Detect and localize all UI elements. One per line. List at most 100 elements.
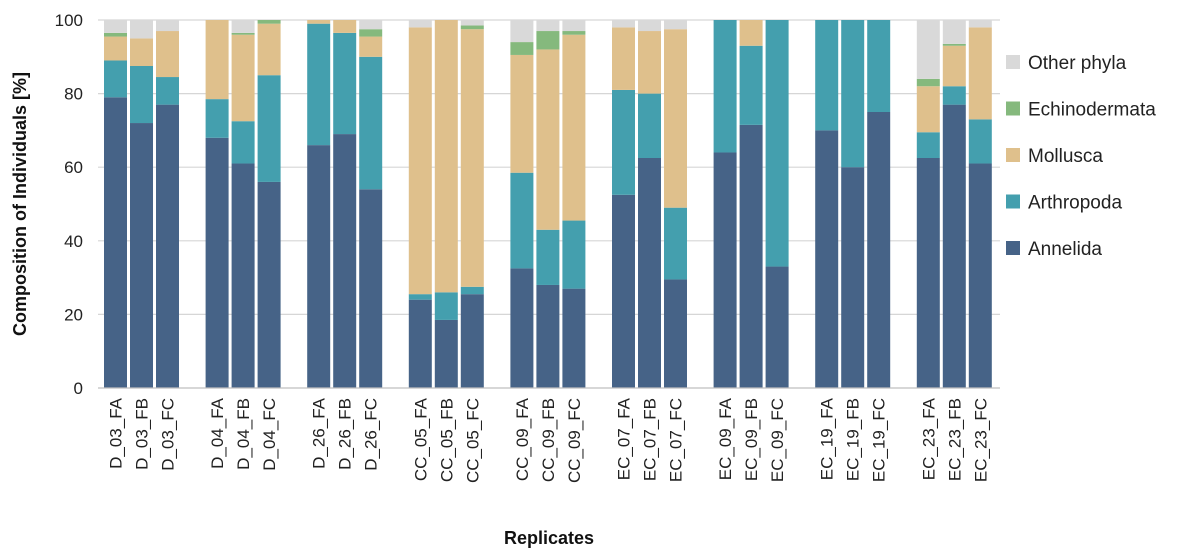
bar-ec-23-fa-mollusca bbox=[916, 86, 940, 133]
bar-cc-09-fc-other-phyla bbox=[562, 20, 586, 32]
bar-d-03-fa-arthropoda bbox=[104, 60, 127, 98]
bar-d-03-fc-mollusca bbox=[156, 31, 179, 78]
bar-ec-23-fb-annelida bbox=[942, 104, 966, 388]
bar-ec-07-fc-annelida bbox=[664, 279, 687, 388]
bar-ec-07-fb-arthropoda bbox=[638, 93, 661, 158]
x-axis-title: Replicates bbox=[504, 528, 594, 548]
bar-d-04-fb-mollusca bbox=[231, 34, 255, 122]
x-tick-d-04-fc: D_04_FC bbox=[260, 398, 279, 471]
bar-cc-09-fc-arthropoda bbox=[562, 220, 586, 289]
bar-ec-23-fa-arthropoda bbox=[916, 132, 940, 158]
y-tick-40: 40 bbox=[64, 232, 83, 251]
bar-ec-09-fa-annelida bbox=[713, 152, 737, 388]
bar-d-26-fc-mollusca bbox=[359, 36, 383, 57]
x-tick-ec-19-fa: EC_19_FA bbox=[818, 397, 837, 480]
bar-cc-09-fc-mollusca bbox=[562, 34, 586, 221]
bar-cc-05-fa-mollusca bbox=[408, 27, 432, 295]
legend: Other phyla Echinodermata Mollusca Arthropo… bbox=[1006, 53, 1156, 260]
x-tick-cc-05-fb: CC_05_FB bbox=[437, 398, 456, 482]
bar-d-04-fa-arthropoda bbox=[205, 99, 229, 138]
bar-cc-05-fc-arthropoda bbox=[460, 286, 484, 295]
bar-d-03-fa-mollusca bbox=[104, 36, 127, 61]
bar-d-04-fc-arthropoda bbox=[257, 75, 281, 182]
bar-cc-05-fa-other-phyla bbox=[408, 20, 432, 28]
legend-label-annelida: Annelida bbox=[1028, 239, 1102, 260]
legend-label-arthropoda: Arthropoda bbox=[1028, 193, 1122, 214]
bar-ec-23-fb-arthropoda bbox=[942, 86, 966, 105]
bar-d-03-fb-arthropoda bbox=[130, 66, 153, 124]
x-tick-ec-23-fb: EC_23_FB bbox=[945, 398, 964, 481]
bar-cc-09-fb-arthropoda bbox=[536, 229, 560, 285]
bar-d-03-fa-other-phyla bbox=[104, 20, 127, 33]
bar-ec-23-fa-other-phyla bbox=[916, 20, 940, 79]
bar-d-03-fc-other-phyla bbox=[156, 20, 179, 32]
bar-cc-09-fa-echinodermata bbox=[510, 42, 534, 55]
bar-d-26-fc-other-phyla bbox=[359, 20, 383, 30]
y-tick-labels: 0 20 40 60 80 100 bbox=[55, 11, 83, 398]
bar-cc-09-fb-other-phyla bbox=[536, 20, 560, 32]
bar-d-03-fa-annelida bbox=[104, 97, 127, 388]
bar-cc-09-fa-mollusca bbox=[510, 54, 534, 173]
x-tick-d-26-fc: D_26_FC bbox=[362, 398, 381, 471]
bar-ec-19-fa-annelida bbox=[815, 130, 839, 388]
bar-cc-05-fc-echinodermata bbox=[460, 25, 484, 30]
bar-d-03-fc-annelida bbox=[156, 104, 179, 388]
bar-ec-07-fb-other-phyla bbox=[638, 20, 661, 32]
bar-ec-07-fb-mollusca bbox=[638, 31, 661, 94]
bar-d-04-fb-other-phyla bbox=[231, 20, 255, 33]
bar-d-03-fb-annelida bbox=[130, 123, 153, 388]
bar-cc-05-fb-annelida bbox=[434, 319, 458, 388]
bar-ec-23-fb-other-phyla bbox=[942, 20, 966, 44]
bar-cc-05-fc-annelida bbox=[460, 294, 484, 388]
bar-ec-23-fb-echinodermata bbox=[942, 43, 966, 46]
bar-ec-09-fb-mollusca bbox=[739, 20, 763, 46]
bar-ec-23-fc-other-phyla bbox=[968, 20, 992, 28]
x-tick-d-03-fb: D_03_FB bbox=[133, 398, 152, 470]
bar-ec-19-fc-arthropoda bbox=[867, 20, 891, 112]
bar-cc-05-fb-mollusca bbox=[434, 20, 458, 293]
bar-d-26-fb-mollusca bbox=[333, 20, 357, 33]
bar-ec-07-fc-other-phyla bbox=[664, 20, 687, 30]
y-tick-100: 100 bbox=[55, 11, 83, 30]
bar-cc-05-fa-arthropoda bbox=[408, 294, 432, 300]
bar-cc-09-fa-other-phyla bbox=[510, 20, 534, 43]
x-tick-d-03-fc: D_03_FC bbox=[159, 398, 178, 471]
bar-cc-05-fa-annelida bbox=[408, 299, 432, 388]
bar-d-03-fa-echinodermata bbox=[104, 32, 127, 37]
bar-ec-23-fa-echinodermata bbox=[916, 78, 940, 87]
bars bbox=[104, 20, 992, 388]
bar-ec-19-fb-arthropoda bbox=[841, 20, 865, 168]
bar-ec-23-fc-mollusca bbox=[968, 27, 992, 120]
bar-d-26-fc-arthropoda bbox=[359, 56, 383, 190]
x-tick-d-04-fb: D_04_FB bbox=[234, 398, 253, 470]
bar-d-03-fb-mollusca bbox=[130, 38, 153, 66]
x-tick-d-03-fa: D_03_FA bbox=[107, 397, 126, 469]
bar-ec-07-fc-arthropoda bbox=[664, 207, 687, 280]
x-tick-cc-09-fb: CC_09_FB bbox=[539, 398, 558, 482]
bar-ec-07-fb-annelida bbox=[638, 158, 661, 388]
x-tick-labels: D_03_FA D_03_FB D_03_FC D_04_FA D_04_FB D_04_… bbox=[107, 397, 991, 483]
bar-cc-09-fc-annelida bbox=[562, 288, 586, 388]
x-tick-cc-09-fa: CC_09_FA bbox=[513, 397, 532, 481]
x-tick-ec-07-fa: EC_07_FA bbox=[615, 397, 634, 480]
bar-ec-19-fc-annelida bbox=[867, 112, 891, 388]
x-tick-cc-09-fc: CC_09_FC bbox=[565, 398, 584, 483]
x-tick-ec-23-fc: EC_23_FC bbox=[971, 398, 990, 482]
legend-swatch-arthropoda bbox=[1006, 194, 1020, 209]
x-tick-ec-09-fc: EC_09_FC bbox=[768, 398, 787, 482]
x-tick-cc-05-fc: CC_05_FC bbox=[463, 398, 482, 483]
legend-swatch-echinodermata bbox=[1006, 101, 1020, 116]
bar-ec-07-fa-arthropoda bbox=[612, 89, 635, 195]
x-tick-d-26-fb: D_26_FB bbox=[336, 398, 355, 470]
bar-cc-05-fc-mollusca bbox=[460, 29, 484, 287]
x-tick-ec-07-fc: EC_07_FC bbox=[667, 398, 686, 482]
legend-swatch-other-phyla bbox=[1006, 55, 1020, 69]
bar-d-26-fb-arthropoda bbox=[333, 32, 357, 135]
x-tick-d-04-fa: D_04_FA bbox=[208, 397, 227, 469]
legend-label-echinodermata: Echinodermata bbox=[1028, 100, 1156, 121]
bar-cc-09-fa-annelida bbox=[510, 268, 534, 388]
bar-d-26-fc-echinodermata bbox=[359, 29, 383, 37]
legend-label-mollusca: Mollusca bbox=[1028, 146, 1103, 167]
bar-cc-09-fa-arthropoda bbox=[510, 172, 534, 269]
